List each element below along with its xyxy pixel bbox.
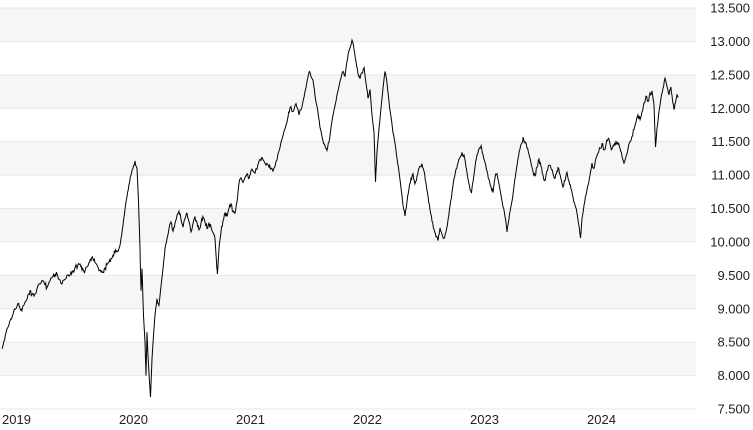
zebra-band xyxy=(0,342,696,376)
y-axis-label: 9.500 xyxy=(717,268,750,283)
y-axis-label: 10.500 xyxy=(710,201,750,216)
y-axis-label: 8.500 xyxy=(717,335,750,350)
y-axis-label: 11.000 xyxy=(711,168,750,183)
y-axis-label: 11.500 xyxy=(711,134,750,149)
x-axis-label: 2019 xyxy=(2,412,31,427)
x-axis-label: 2021 xyxy=(236,412,265,427)
y-axis-label: 12.500 xyxy=(710,67,750,82)
y-axis-label: 12.000 xyxy=(710,101,750,116)
zebra-band xyxy=(0,8,696,42)
x-axis-label: 2022 xyxy=(353,412,382,427)
y-axis-label: 7.500 xyxy=(717,402,750,417)
y-axis-label: 9.000 xyxy=(717,301,750,316)
zebra-band xyxy=(0,208,696,242)
x-axis-label: 2023 xyxy=(470,412,499,427)
y-axis-label: 10.000 xyxy=(710,234,750,249)
price-line xyxy=(1,38,679,398)
zebra-band xyxy=(0,74,696,109)
zebra-band xyxy=(0,275,696,309)
x-axis-label: 2020 xyxy=(119,412,148,427)
y-axis-label: 13.000 xyxy=(710,34,750,49)
x-axis-label: 2024 xyxy=(587,412,616,427)
y-axis-label: 8.000 xyxy=(717,368,750,383)
y-axis-label: 13.500 xyxy=(710,1,750,16)
zebra-band xyxy=(0,141,696,176)
